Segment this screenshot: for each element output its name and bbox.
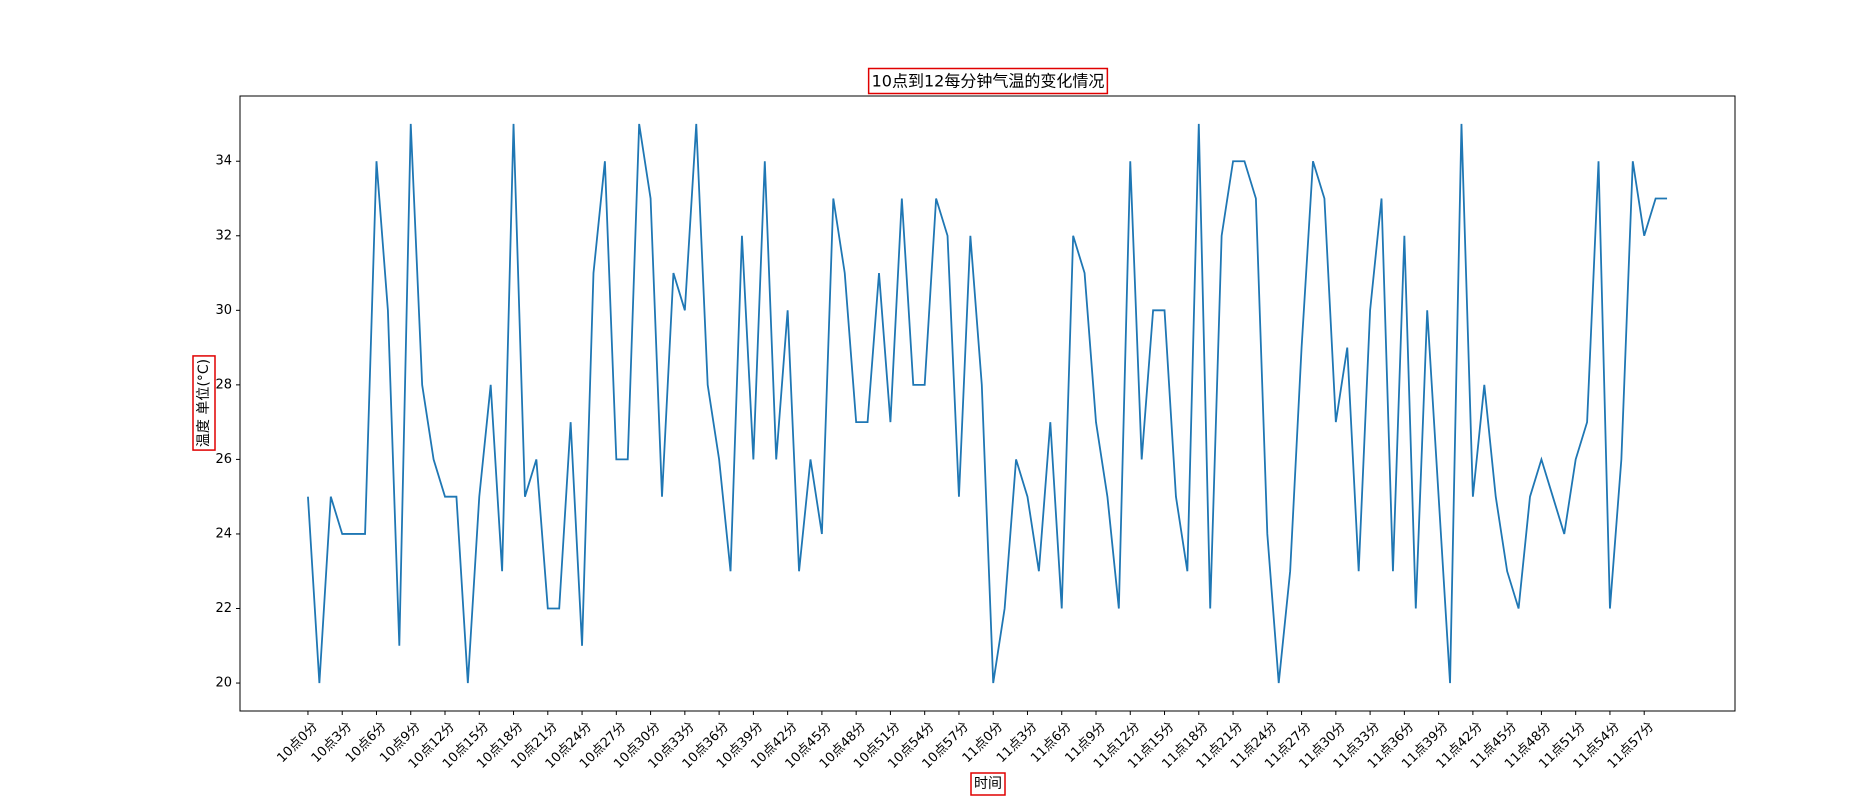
- y-tick-label: 28: [215, 377, 232, 392]
- y-tick-label: 24: [215, 526, 232, 541]
- y-tick-label: 22: [215, 601, 232, 616]
- y-tick-label: 20: [215, 676, 232, 691]
- y-tick-label: 32: [215, 228, 232, 243]
- y-tick-label: 26: [215, 452, 232, 467]
- y-axis-label: 温度 单位(°C): [196, 359, 212, 447]
- chart-title: 10点到12每分钟气温的变化情况: [872, 72, 1105, 91]
- plot-area: [239, 95, 1736, 712]
- data-line: [307, 123, 1668, 684]
- x-axis-label: 时间: [974, 776, 1002, 792]
- highlight-box: [192, 355, 216, 451]
- y-tick-label: 30: [215, 303, 232, 318]
- highlight-box: [970, 772, 1006, 796]
- y-tick-label: 34: [215, 154, 232, 169]
- highlight-box: [867, 67, 1109, 95]
